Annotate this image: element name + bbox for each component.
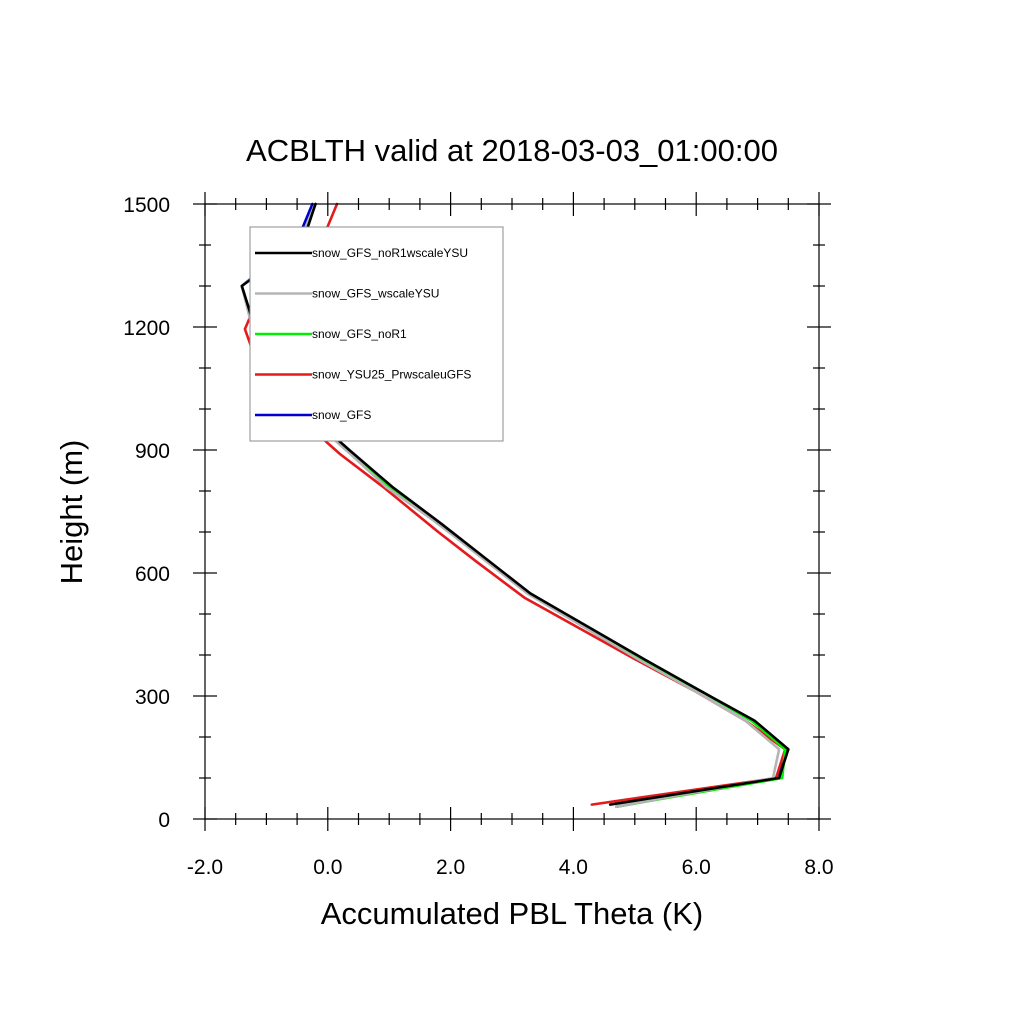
legend-label: snow_YSU25_PrwscaleuGFS <box>312 368 471 382</box>
x-tick-label: 2.0 <box>436 856 465 879</box>
legend-label: snow_GFS_wscaleYSU <box>312 287 439 301</box>
y-axis-label: Height (m) <box>54 440 89 585</box>
y-tick-label: 1500 <box>123 194 170 217</box>
x-axis-label: Accumulated PBL Theta (K) <box>321 896 704 931</box>
legend-label: snow_GFS <box>312 408 371 422</box>
chart-title: ACBLTH valid at 2018-03-03_01:00:00 <box>246 133 778 168</box>
x-tick-label: -2.0 <box>187 856 223 879</box>
ticks-layer: -2.0 0.0 2.0 4.0 6.0 8.0 0 300 600 900 1200 1500 <box>123 192 834 879</box>
y-tick-label: 1200 <box>123 317 170 340</box>
x-tick-label: 4.0 <box>559 856 588 879</box>
x-tick-label: 8.0 <box>804 856 833 879</box>
legend: snow_GFS_noR1wscaleYSU snow_GFS_wscaleYSU… <box>249 226 504 442</box>
legend-label: snow_GFS_noR1wscaleYSU <box>312 246 468 260</box>
x-tick-label: 0.0 <box>313 856 342 879</box>
series-line-snow-gfs-wscaleysu <box>240 202 781 808</box>
y-tick-label: 600 <box>135 563 170 586</box>
y-tick-label: 300 <box>135 686 170 709</box>
y-tick-label: 900 <box>135 440 170 463</box>
y-tick-label: 0 <box>158 809 170 832</box>
x-tick-label: 6.0 <box>682 856 711 879</box>
legend-label: snow_GFS_noR1 <box>312 327 407 341</box>
